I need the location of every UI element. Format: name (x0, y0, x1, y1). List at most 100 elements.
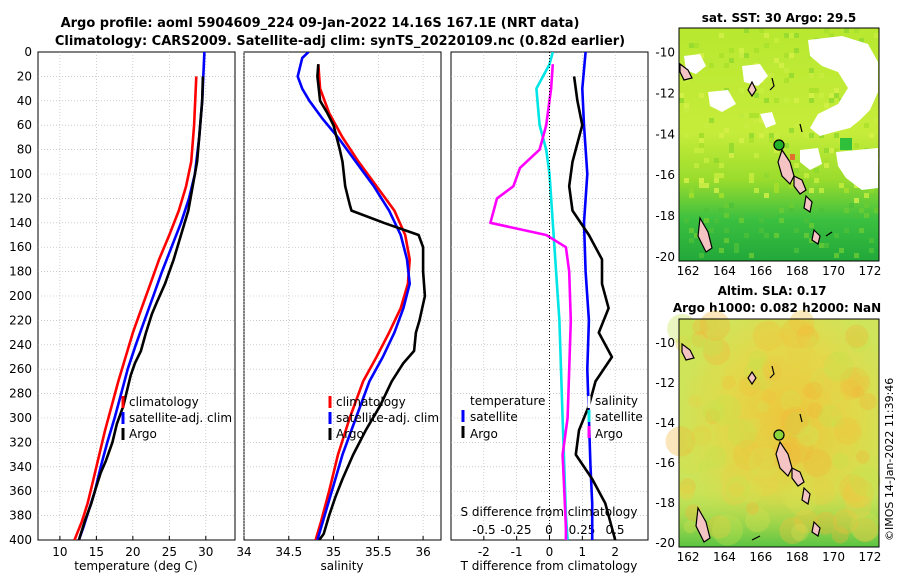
x-tick-label: 1 (579, 545, 587, 559)
sst-pixel (829, 148, 834, 153)
sla-blob (818, 404, 843, 428)
sst-pixel (844, 28, 849, 33)
sst-pixel (744, 28, 749, 33)
legend-label-salinity: salinity (595, 394, 638, 408)
y-tick-label: 400 (9, 533, 32, 547)
map-y-tick-label: -12 (655, 376, 675, 390)
sst-pixel (729, 58, 734, 63)
sst-pixel (719, 163, 724, 168)
legend-label-s-satellite: satellite (595, 410, 643, 424)
sst-pixel (809, 188, 814, 193)
sst-pixel (784, 68, 789, 73)
sst-pixel (794, 248, 799, 253)
sst-pixel (684, 78, 689, 83)
sst-pixel (739, 113, 744, 118)
sla-blob (784, 411, 812, 438)
sla-map (665, 310, 881, 548)
sla-blob (732, 439, 764, 471)
title-line-2: Climatology: CARS2009. Satellite-adj cli… (55, 34, 625, 49)
sst-pixel (769, 138, 774, 143)
sst-pixel (834, 88, 839, 93)
legend-label-climatology: climatology (336, 395, 406, 409)
sst-pixel (704, 218, 709, 223)
sst-pixel (689, 228, 694, 233)
sst-pixel (844, 188, 849, 193)
sst-pixel (824, 148, 829, 153)
sla-blob (694, 430, 710, 447)
sst-pixel (839, 183, 844, 188)
x-tick-label: 20 (125, 545, 140, 559)
sla-blob (823, 351, 854, 382)
sla-blob (702, 365, 725, 388)
series-line-argo (77, 76, 205, 540)
map-y-tick-label: -18 (655, 209, 675, 223)
sst-pixel (749, 173, 754, 178)
y-tick-label: 260 (9, 362, 32, 376)
map-x-tick-label: 162 (677, 550, 700, 564)
sst-pixel (749, 133, 754, 138)
sla-blob (699, 310, 731, 342)
s-tick-label: 0.25 (569, 523, 596, 537)
sla-blob (702, 399, 725, 423)
sst-pixel (714, 173, 719, 178)
sst-pixel (864, 213, 869, 218)
sst-pixel (774, 133, 779, 138)
difference-legend-t: temperature satellite Argo (461, 394, 545, 441)
y-tick-label: 200 (9, 289, 32, 303)
sst-pixel (699, 178, 704, 183)
sst-pixel (869, 248, 874, 253)
sst-pixel (719, 133, 724, 138)
sla-blob (834, 417, 862, 446)
t-difference-xlabel: T difference from climatology (460, 559, 638, 573)
sst-argo-location-marker (773, 139, 785, 151)
map-x-tick-label: 162 (677, 264, 700, 278)
salinity-xlabel: salinity (320, 559, 363, 573)
sst-pixel (819, 188, 824, 193)
sla-blob (712, 514, 743, 546)
sla-blob (853, 518, 878, 543)
sst-pixel (769, 73, 774, 78)
sst-x-tick-labels: 162 164 166 168 170 172 (677, 264, 882, 278)
y-tick-label: 220 (9, 313, 32, 327)
sst-pixel (809, 133, 814, 138)
sst-pixel (809, 68, 814, 73)
sla-blob (692, 318, 709, 335)
map-y-tick-label: -10 (655, 336, 675, 350)
sst-pixel (719, 173, 724, 178)
y-tick-label: 40 (17, 94, 32, 108)
x-tick-label: 30 (198, 545, 213, 559)
sst-pixel (729, 203, 734, 208)
sla-islands (681, 342, 821, 543)
sst-map-title: sat. SST: 30 Argo: 29.5 (702, 11, 856, 25)
sla-blob (789, 310, 815, 336)
sla-blob (705, 408, 721, 424)
sst-pixel (804, 233, 809, 238)
sla-blob (859, 392, 877, 411)
sst-pixel (824, 103, 829, 108)
sst-pixel (824, 243, 829, 248)
sst-pixel (804, 133, 809, 138)
sst-pixel (794, 33, 799, 38)
sst-pixel (809, 93, 814, 98)
sst-pixel (689, 43, 694, 48)
map-x-tick-label: 166 (749, 264, 772, 278)
sst-pixel (834, 233, 839, 238)
sst-pixel (829, 33, 834, 38)
legend-label-satellite: satellite-adj. clim (336, 411, 439, 425)
sst-pixel (844, 228, 849, 233)
sst-pixel (819, 73, 824, 78)
sst-pixel (764, 213, 769, 218)
sst-pixel (769, 213, 774, 218)
sst-pixel (699, 183, 704, 188)
sla-blob (849, 465, 881, 497)
sla-blob (763, 366, 788, 392)
sst-pixel (699, 143, 704, 148)
sst-pixel (764, 193, 769, 198)
sla-blob (747, 350, 768, 371)
x-tick-label: 10 (52, 545, 67, 559)
sst-pixel (739, 88, 744, 93)
sla-blob (679, 478, 696, 495)
sla-blob (678, 483, 694, 499)
series-line-climatology (73, 76, 198, 540)
sla-blob (739, 375, 761, 397)
